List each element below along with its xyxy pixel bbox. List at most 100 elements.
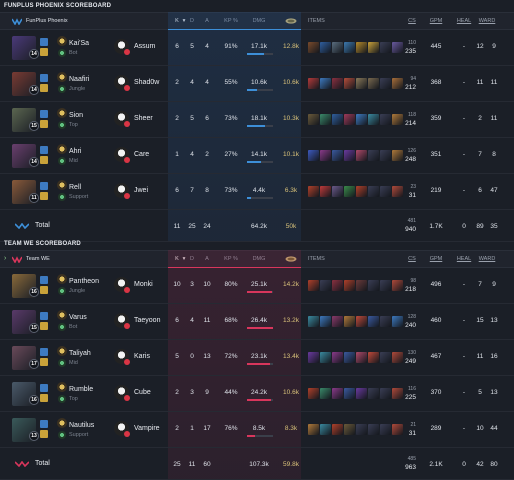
player-name[interactable]: Karis <box>134 353 150 360</box>
kp-column-header[interactable]: KP % <box>221 256 241 262</box>
player-row[interactable]: 11 Rell Support Jwei 6 7 8 73% 4.4k 6.3k 23 31 219 - 6… <box>0 174 514 210</box>
d-column-header[interactable]: D <box>182 18 202 24</box>
item-icon[interactable] <box>332 424 343 435</box>
item-icon[interactable] <box>392 114 403 125</box>
player-row[interactable]: 15 Varus Bot Taeyoon 6 4 11 68% 26.4k 13.2k 128 240… <box>0 304 514 340</box>
item-icon[interactable] <box>344 150 355 161</box>
item-icon[interactable] <box>308 352 319 363</box>
item-icon[interactable] <box>392 424 403 435</box>
player-name[interactable]: Shad0w <box>134 79 160 86</box>
item-icon[interactable] <box>392 186 403 197</box>
item-icon[interactable] <box>380 352 391 363</box>
item-icon[interactable] <box>320 78 331 89</box>
item-icon[interactable] <box>332 114 343 125</box>
item-icon[interactable] <box>380 388 391 399</box>
item-icon[interactable] <box>320 352 331 363</box>
heal-column-header[interactable]: HEAL <box>456 18 472 24</box>
a-column-header[interactable]: A <box>197 18 217 24</box>
item-icon[interactable] <box>320 114 331 125</box>
item-icon[interactable] <box>368 150 379 161</box>
item-icon[interactable] <box>308 114 319 125</box>
item-icon[interactable] <box>356 150 367 161</box>
ward-column-header[interactable]: WARD <box>478 18 496 24</box>
item-icon[interactable] <box>356 352 367 363</box>
item-icon[interactable] <box>392 150 403 161</box>
item-icon[interactable] <box>344 42 355 53</box>
cs-column-header[interactable]: CS <box>408 256 416 262</box>
item-icon[interactable] <box>308 186 319 197</box>
item-icon[interactable] <box>320 280 331 291</box>
item-icon[interactable] <box>320 388 331 399</box>
item-icon[interactable] <box>392 42 403 53</box>
a-column-header[interactable]: A <box>197 256 217 262</box>
player-row[interactable]: 17 Taliyah Mid Karis 5 0 13 72% 23.1k 13.4k 130 249… <box>0 340 514 376</box>
item-icon[interactable] <box>392 316 403 327</box>
player-row[interactable]: 14 Naafiri Jungle Shad0w 2 4 4 55% 10.6k 10.6k 94 2… <box>0 66 514 102</box>
item-icon[interactable] <box>308 388 319 399</box>
player-name[interactable]: Sheer <box>134 115 153 122</box>
player-row[interactable]: 14 Ahri Mid Care 1 4 2 27% 14.1k 10.1k 126 248 351-7… <box>0 138 514 174</box>
cs-column-header[interactable]: CS <box>408 18 416 24</box>
item-icon[interactable] <box>332 388 343 399</box>
player-row[interactable]: 13 Nautilus Support Vampire 2 1 17 76% 8.5k 8.3k 2… <box>0 412 514 448</box>
item-icon[interactable] <box>368 186 379 197</box>
item-icon[interactable] <box>368 316 379 327</box>
item-icon[interactable] <box>344 388 355 399</box>
item-icon[interactable] <box>332 78 343 89</box>
item-icon[interactable] <box>380 150 391 161</box>
item-icon[interactable] <box>356 114 367 125</box>
item-icon[interactable] <box>332 280 343 291</box>
heal-column-header[interactable]: HEAL <box>456 256 472 262</box>
k-column-header[interactable]: K <box>167 256 187 262</box>
player-name[interactable]: Taeyoon <box>134 317 161 324</box>
item-icon[interactable] <box>368 352 379 363</box>
item-icon[interactable] <box>356 42 367 53</box>
player-row[interactable]: 16 Rumble Top Cube 2 3 9 44% 24.2k 10.6k 116 225 370… <box>0 376 514 412</box>
item-icon[interactable] <box>368 42 379 53</box>
gpm-column-header[interactable]: GPM <box>429 256 443 262</box>
item-icon[interactable] <box>368 424 379 435</box>
item-icon[interactable] <box>344 424 355 435</box>
player-name[interactable]: Assum <box>134 43 156 50</box>
item-icon[interactable] <box>344 316 355 327</box>
item-icon[interactable] <box>380 42 391 53</box>
dmg-column-header[interactable]: DMG <box>249 18 269 24</box>
item-icon[interactable] <box>392 280 403 291</box>
player-name[interactable]: Jwei <box>134 187 149 194</box>
item-icon[interactable] <box>320 186 331 197</box>
item-icon[interactable] <box>368 114 379 125</box>
gpm-column-header[interactable]: GPM <box>429 18 443 24</box>
item-icon[interactable] <box>308 424 319 435</box>
item-icon[interactable] <box>344 280 355 291</box>
item-icon[interactable] <box>392 352 403 363</box>
item-icon[interactable] <box>332 352 343 363</box>
ward-column-header[interactable]: WARD <box>478 256 496 262</box>
item-icon[interactable] <box>380 280 391 291</box>
item-icon[interactable] <box>308 150 319 161</box>
item-icon[interactable] <box>344 352 355 363</box>
item-icon[interactable] <box>332 186 343 197</box>
item-icon[interactable] <box>308 316 319 327</box>
player-name[interactable]: Care <box>134 151 150 158</box>
item-icon[interactable] <box>380 78 391 89</box>
dmg-column-header[interactable]: DMG <box>249 256 269 262</box>
item-icon[interactable] <box>308 78 319 89</box>
item-icon[interactable] <box>332 150 343 161</box>
player-name[interactable]: Vampire <box>134 425 160 432</box>
item-icon[interactable] <box>356 424 367 435</box>
item-icon[interactable] <box>320 42 331 53</box>
d-column-header[interactable]: D <box>182 256 202 262</box>
item-icon[interactable] <box>320 424 331 435</box>
gold-coin-icon[interactable] <box>281 256 301 264</box>
item-icon[interactable] <box>380 316 391 327</box>
item-icon[interactable] <box>356 316 367 327</box>
item-icon[interactable] <box>368 388 379 399</box>
item-icon[interactable] <box>356 280 367 291</box>
item-icon[interactable] <box>392 78 403 89</box>
k-column-header[interactable]: K <box>167 18 187 24</box>
item-icon[interactable] <box>356 186 367 197</box>
item-icon[interactable] <box>368 78 379 89</box>
chevron-right-icon[interactable]: › <box>4 255 7 262</box>
item-icon[interactable] <box>392 388 403 399</box>
item-icon[interactable] <box>332 42 343 53</box>
